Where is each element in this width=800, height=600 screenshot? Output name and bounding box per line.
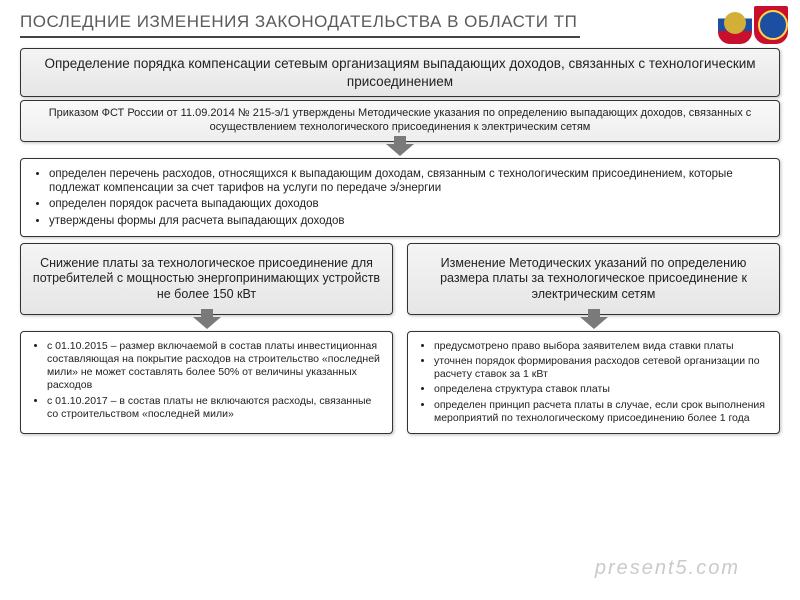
list-item: определен порядок расчета выпадающих дох… <box>49 197 767 211</box>
list-item: предусмотрено право выбора заявителем ви… <box>434 340 769 353</box>
page-title: ПОСЛЕДНИЕ ИЗМЕНЕНИЯ ЗАКОНОДАТЕЛЬСТВА В О… <box>20 12 780 32</box>
columns: Снижение платы за технологическое присое… <box>20 243 780 434</box>
header: ПОСЛЕДНИЕ ИЗМЕНЕНИЯ ЗАКОНОДАТЕЛЬСТВА В О… <box>0 0 800 42</box>
list-item: утверждены формы для расчета выпадающих … <box>49 214 767 228</box>
right-body: предусмотрено право выбора заявителем ви… <box>407 331 780 434</box>
left-header: Снижение платы за технологическое присое… <box>20 243 393 315</box>
content: Определение порядка компенсации сетевым … <box>0 42 800 444</box>
right-column: Изменение Методических указаний по опред… <box>407 243 780 434</box>
list-item: определен принцип расчета платы в случае… <box>434 399 769 425</box>
section-body: определен перечень расходов, относящихся… <box>20 158 780 238</box>
list-item: определена структура ставок платы <box>434 383 769 396</box>
left-column: Снижение платы за технологическое присое… <box>20 243 393 434</box>
logo-group <box>718 6 788 44</box>
title-underline <box>20 36 580 38</box>
arrow-down-icon <box>386 144 414 156</box>
list-item: с 01.10.2015 – размер включаемой в соста… <box>47 340 382 393</box>
arrow-down-icon <box>580 317 608 329</box>
murmansk-coat-of-arms-icon <box>754 6 788 44</box>
list-item: с 01.10.2017 – в состав платы не включаю… <box>47 395 382 421</box>
list-item: уточнен порядок формирования расходов се… <box>434 355 769 381</box>
right-header: Изменение Методических указаний по опред… <box>407 243 780 315</box>
section-header: Определение порядка компенсации сетевым … <box>20 48 780 97</box>
watermark: present5.com <box>595 557 740 580</box>
list-item: определен перечень расходов, относящихся… <box>49 167 767 196</box>
arrow-down-icon <box>193 317 221 329</box>
russia-coat-of-arms-icon <box>718 6 752 44</box>
left-body: с 01.10.2015 – размер включаемой в соста… <box>20 331 393 434</box>
